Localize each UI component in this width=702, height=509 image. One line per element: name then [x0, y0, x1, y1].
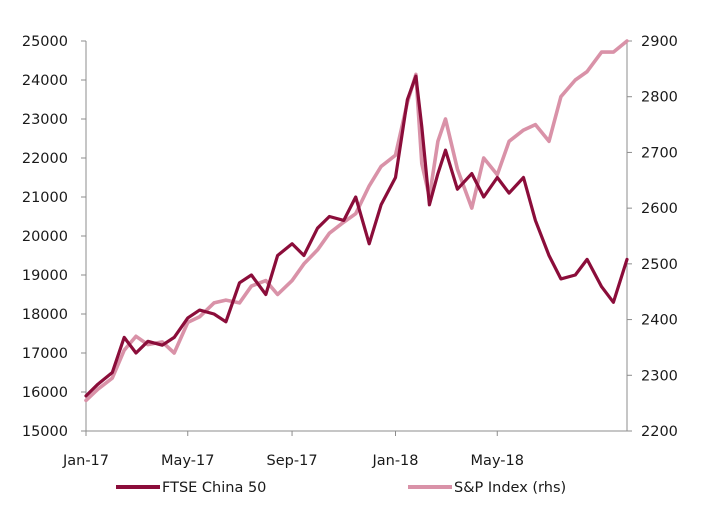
- x-tick-label: Jan-17: [62, 453, 109, 469]
- right-tick-label: 2800: [641, 90, 678, 106]
- x-axis-ticks: Jan-17 May-17 Sep-17 Jan-18 May-18: [62, 431, 524, 469]
- left-tick-label: 25000: [22, 34, 68, 50]
- legend: FTSE China 50 S&P Index (rhs): [116, 480, 566, 496]
- x-tick-label: Jan-18: [371, 453, 418, 469]
- right-axis-ticks: 2200 2300 2400 2500 2600 2700 2800 2900: [627, 34, 678, 440]
- legend-label-sp: S&P Index (rhs): [454, 480, 566, 496]
- left-tick-label: 23000: [22, 112, 68, 128]
- right-tick-label: 2200: [641, 424, 678, 440]
- left-tick-label: 24000: [22, 73, 68, 89]
- left-tick-label: 17000: [22, 346, 68, 362]
- series-line-ftse-china-50: [84, 74, 629, 398]
- left-tick-label: 18000: [22, 307, 68, 323]
- series-layer: [84, 39, 629, 403]
- right-tick-label: 2500: [641, 257, 678, 273]
- left-tick-label: 15000: [22, 424, 68, 440]
- left-tick-label: 20000: [22, 229, 68, 245]
- right-tick-label: 2700: [641, 145, 678, 161]
- left-tick-label: 16000: [22, 385, 68, 401]
- left-axis-ticks: 15000 16000 17000 18000 19000 20000 21000 22000…: [22, 34, 86, 440]
- x-tick-label: Sep-17: [267, 453, 318, 469]
- legend-label-ftse: FTSE China 50: [162, 480, 266, 496]
- right-tick-label: 2300: [641, 368, 678, 384]
- left-tick-label: 21000: [22, 190, 68, 206]
- left-tick-label: 22000: [22, 151, 68, 167]
- axes: [85, 41, 628, 432]
- x-tick-label: May-18: [471, 453, 524, 469]
- right-tick-label: 2600: [641, 201, 678, 217]
- x-tick-label: May-17: [161, 453, 214, 469]
- right-tick-label: 2900: [641, 34, 678, 50]
- left-tick-label: 19000: [22, 268, 68, 284]
- series-line-sp-index: [84, 39, 629, 403]
- right-tick-label: 2400: [641, 313, 678, 329]
